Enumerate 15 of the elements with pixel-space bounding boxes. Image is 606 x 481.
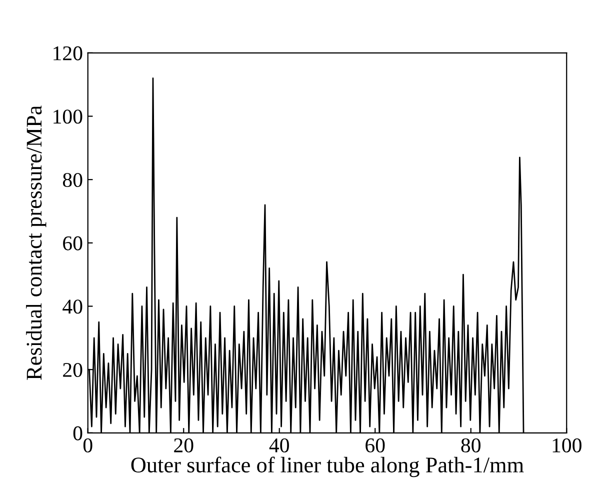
x-tick-label: 100 xyxy=(552,438,582,452)
y-tick-label: 80 xyxy=(62,172,82,188)
y-tick-label: 0 xyxy=(73,426,82,440)
x-axis-title: Outer surface of liner tube along Path-1/mm xyxy=(131,456,524,478)
x-tick-label: 60 xyxy=(366,438,385,452)
y-tick-label: 40 xyxy=(62,300,82,314)
x-tick-label: 0 xyxy=(83,438,92,452)
x-tick-label: 40 xyxy=(269,438,289,452)
y-tick-label: 60 xyxy=(63,236,82,250)
y-tick-label: 120 xyxy=(54,46,82,60)
y-axis-title: Residual contact pressure/MPa xyxy=(26,106,46,380)
y-tick-label: 100 xyxy=(54,110,82,124)
x-tick-label: 20 xyxy=(174,438,194,452)
y-tick-label: 20 xyxy=(63,362,82,377)
x-tick-label: 80 xyxy=(461,438,480,452)
